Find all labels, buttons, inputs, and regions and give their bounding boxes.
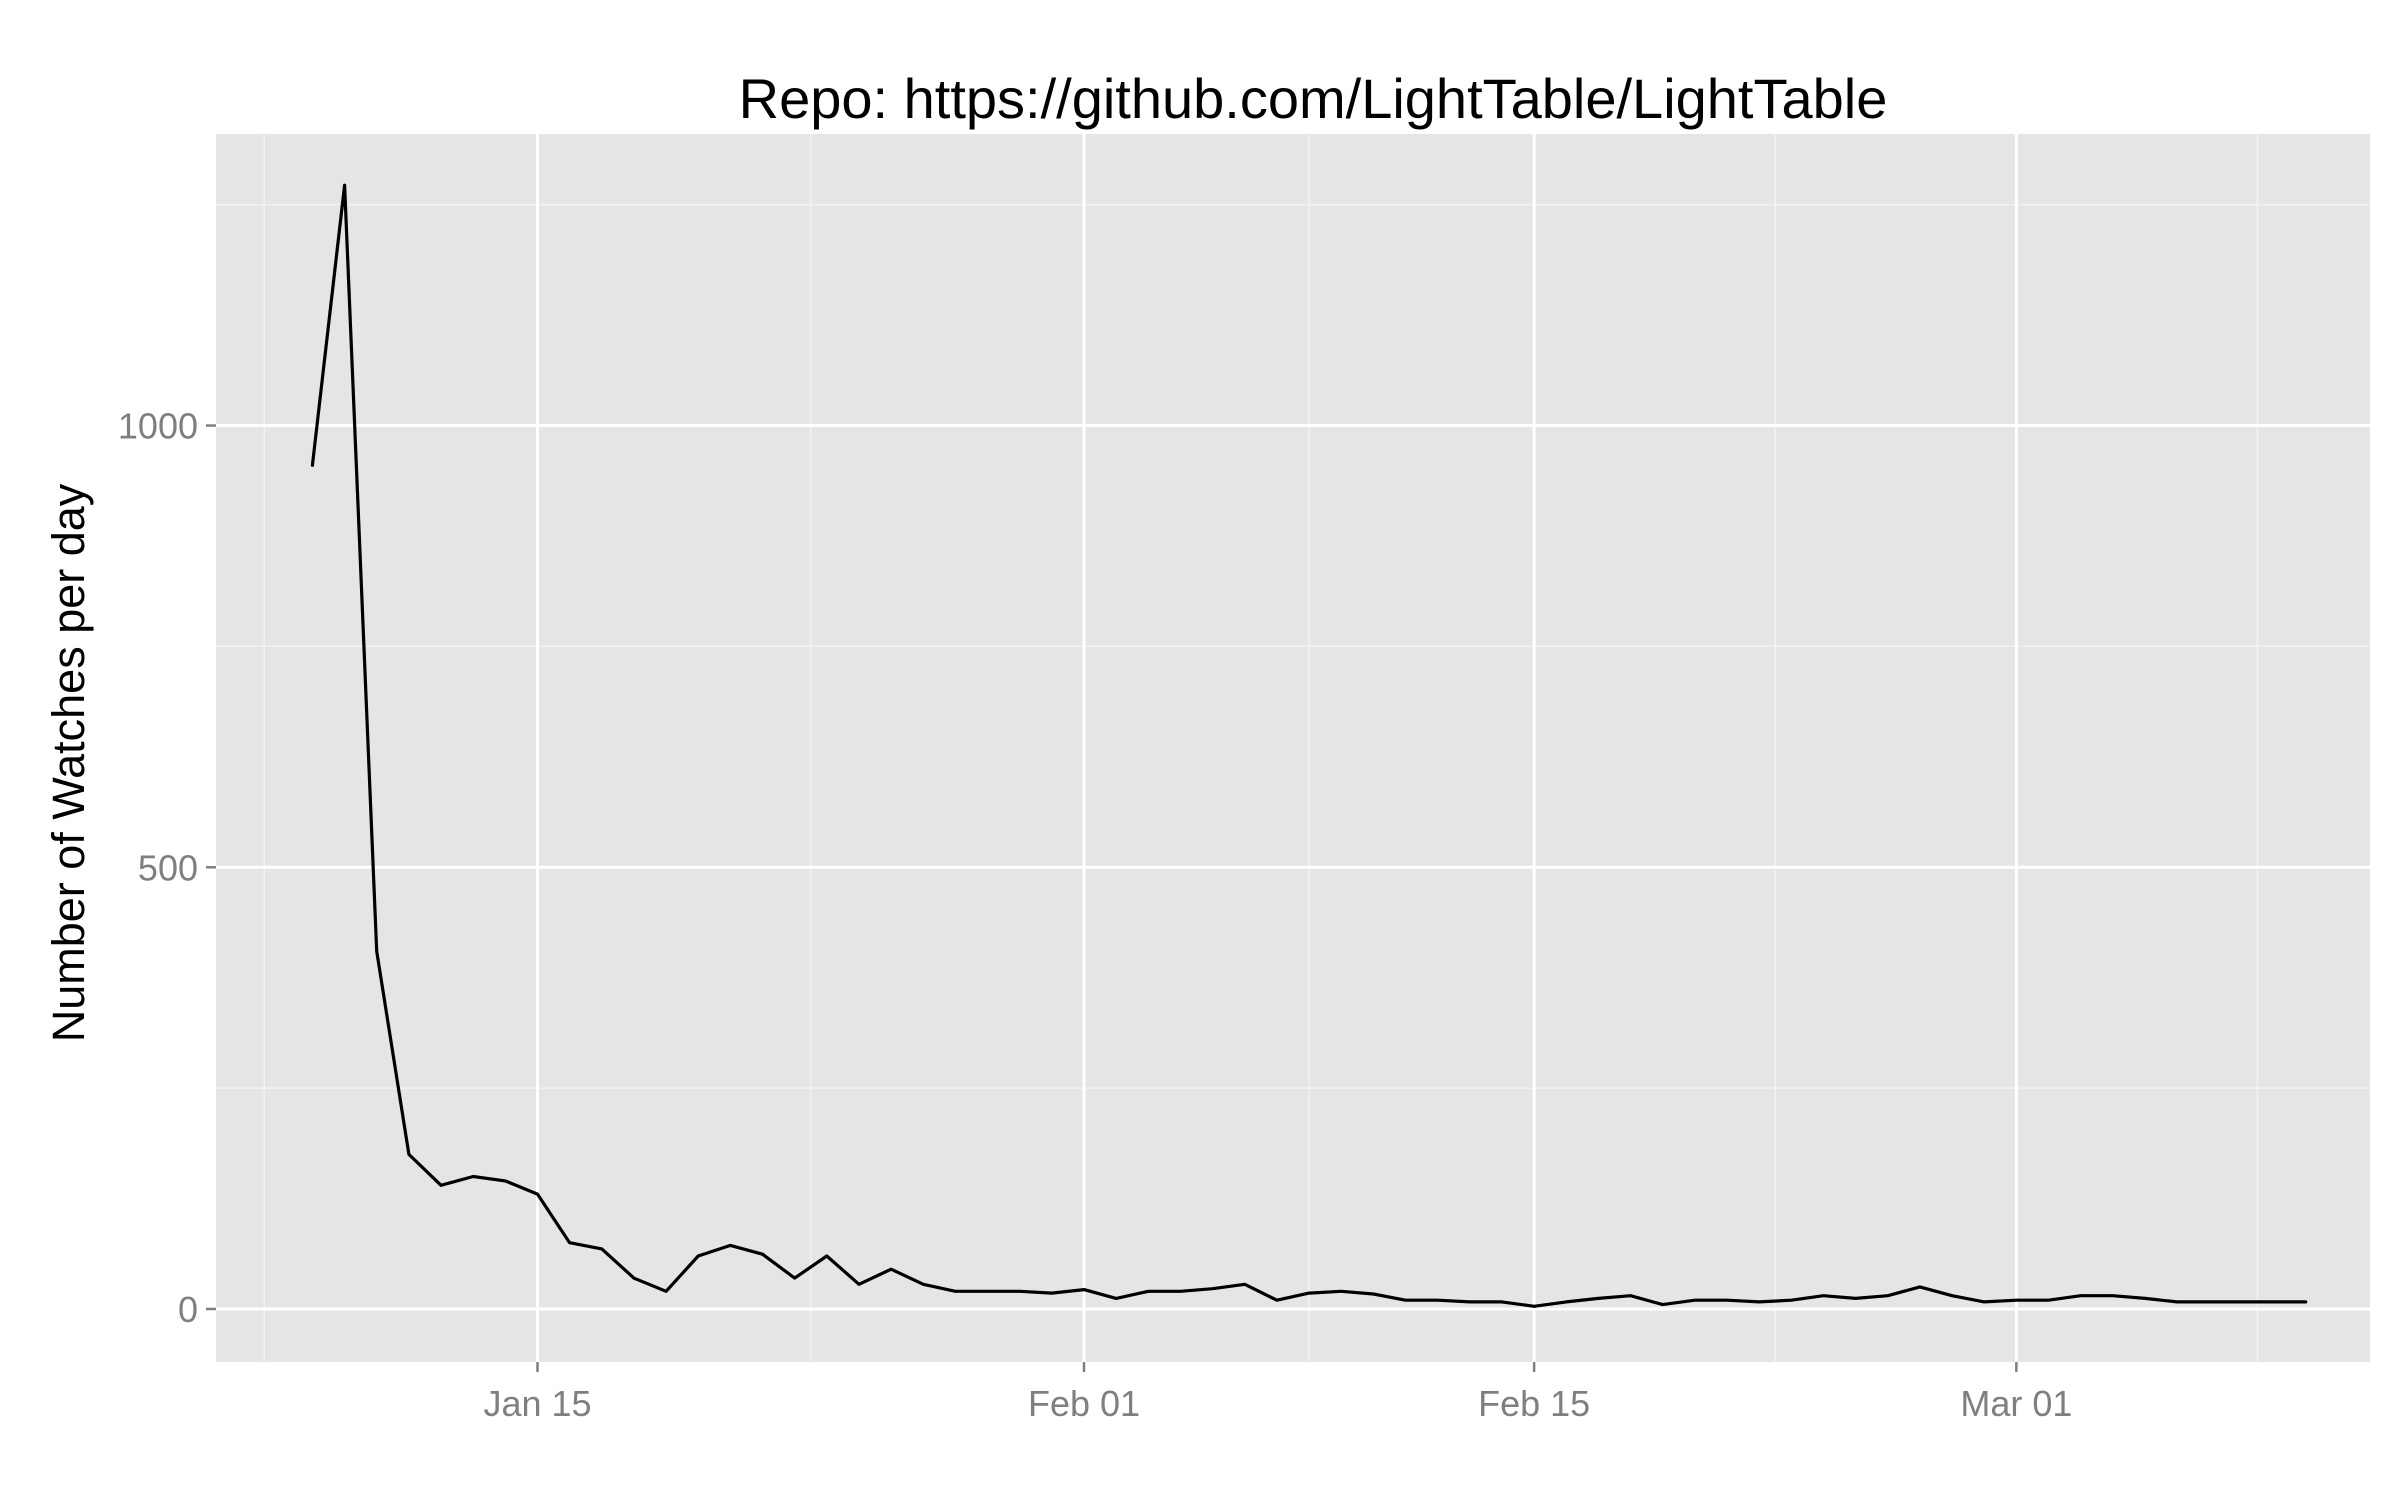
plot-panel [216,134,2370,1362]
y-axis: 0 500 1000 [118,406,216,1330]
y-tick-label: 0 [178,1289,198,1330]
x-tick-label: Feb 01 [1028,1383,1140,1424]
y-tick-label: 1000 [118,406,198,447]
chart-title: Repo: https://github.com/LightTable/Ligh… [739,67,1888,130]
y-axis-title: Number of Watches per day [43,483,94,1042]
x-tick-label: Feb 15 [1478,1383,1590,1424]
minor-grid [216,134,2370,1362]
major-grid [216,134,2370,1362]
y-tick-label: 500 [138,847,198,888]
x-tick-label: Jan 15 [483,1383,591,1424]
x-axis: Jan 15 Feb 01 Feb 15 Mar 01 [483,1362,2072,1424]
data-layer [310,183,2308,1308]
x-tick-label: Mar 01 [1960,1383,2072,1424]
